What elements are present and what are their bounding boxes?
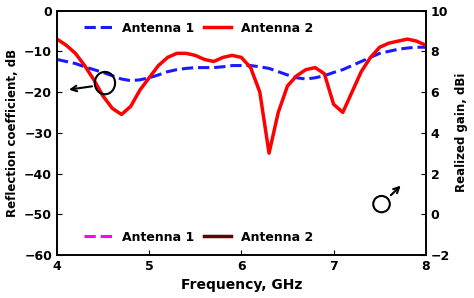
Antenna 2 [423, 44, 428, 47]
Y-axis label: Reflection coefficient, dB: Reflection coefficient, dB [6, 49, 18, 217]
Antenna 2 [146, 76, 152, 80]
Antenna 2 [64, 44, 69, 47]
Antenna 2 [137, 88, 143, 92]
Antenna 1 [275, 70, 281, 74]
Antenna 1 [64, 60, 69, 63]
Antenna 1 [238, 64, 244, 67]
Antenna 1 [266, 67, 272, 70]
Antenna 1 [155, 73, 161, 77]
Antenna 2 [201, 58, 207, 61]
Antenna 2 [331, 103, 337, 106]
Antenna 2 [109, 107, 115, 110]
Antenna 2 [340, 111, 346, 114]
Antenna 2 [349, 90, 355, 94]
Antenna 1 [303, 77, 309, 81]
Antenna 2 [192, 54, 198, 57]
Line: Antenna 1: Antenna 1 [57, 47, 426, 81]
Antenna 2 [303, 68, 309, 72]
Antenna 1 [386, 49, 392, 53]
Antenna 2 [275, 111, 281, 114]
Antenna 2 [211, 60, 217, 63]
Antenna 1 [137, 78, 143, 82]
Antenna 1 [100, 71, 106, 74]
Antenna 2 [82, 64, 88, 67]
Antenna 1 [257, 65, 263, 69]
Line: Antenna 2: Antenna 2 [57, 39, 426, 153]
Antenna 1 [229, 64, 235, 67]
Antenna 1 [220, 65, 226, 69]
Antenna 1 [165, 70, 171, 74]
Antenna 2 [165, 56, 171, 59]
Antenna 2 [128, 105, 134, 108]
Antenna 1 [423, 45, 428, 49]
Antenna 2 [386, 41, 392, 45]
Antenna 2 [395, 39, 401, 43]
Antenna 2 [229, 54, 235, 57]
Antenna 1 [192, 66, 198, 69]
Antenna 1 [395, 47, 401, 51]
X-axis label: Frequency, GHz: Frequency, GHz [181, 278, 302, 292]
Antenna 2 [284, 84, 290, 88]
Antenna 1 [201, 66, 207, 69]
Antenna 1 [146, 76, 152, 80]
Antenna 2 [238, 56, 244, 59]
Antenna 1 [368, 56, 374, 59]
Antenna 1 [312, 76, 318, 80]
Antenna 2 [248, 66, 254, 69]
Antenna 2 [358, 70, 364, 74]
Antenna 2 [404, 37, 410, 41]
Antenna 1 [404, 46, 410, 50]
Antenna 1 [248, 64, 254, 67]
Antenna 1 [54, 58, 60, 61]
Antenna 1 [174, 68, 180, 72]
Antenna 2 [368, 56, 374, 59]
Antenna 1 [91, 68, 97, 72]
Antenna 2 [266, 151, 272, 155]
Antenna 1 [211, 66, 217, 69]
Antenna 1 [284, 73, 290, 77]
Antenna 1 [377, 52, 383, 55]
Antenna 1 [118, 77, 124, 81]
Antenna 2 [312, 66, 318, 69]
Antenna 2 [174, 52, 180, 55]
Antenna 2 [183, 52, 189, 55]
Y-axis label: Realized gain, dBi: Realized gain, dBi [456, 73, 468, 193]
Antenna 1 [414, 45, 419, 49]
Antenna 2 [377, 45, 383, 49]
Antenna 1 [82, 65, 88, 69]
Antenna 1 [183, 67, 189, 70]
Legend: Antenna 1, Antenna 2: Antenna 1, Antenna 2 [82, 228, 316, 246]
Antenna 2 [257, 90, 263, 94]
Antenna 2 [91, 78, 97, 82]
Antenna 1 [358, 60, 364, 63]
Antenna 2 [73, 52, 78, 55]
Antenna 2 [414, 39, 419, 43]
Antenna 1 [128, 79, 134, 83]
Antenna 1 [321, 74, 327, 77]
Antenna 1 [349, 64, 355, 67]
Antenna 1 [73, 62, 78, 65]
Antenna 2 [321, 72, 327, 75]
Antenna 1 [294, 76, 300, 80]
Antenna 1 [340, 68, 346, 72]
Antenna 2 [294, 74, 300, 77]
Antenna 1 [331, 71, 337, 74]
Antenna 2 [220, 56, 226, 59]
Antenna 2 [118, 113, 124, 116]
Antenna 2 [100, 94, 106, 98]
Antenna 1 [109, 74, 115, 77]
Antenna 2 [54, 37, 60, 41]
Antenna 2 [155, 64, 161, 67]
